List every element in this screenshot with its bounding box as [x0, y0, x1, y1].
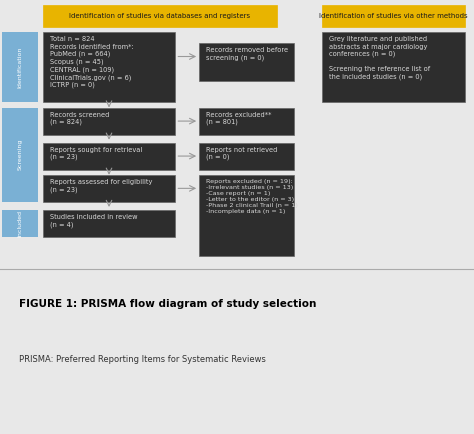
Text: Records excluded**
(n = 801): Records excluded** (n = 801) [206, 112, 272, 125]
Bar [199, 43, 294, 81]
Text: Identification: Identification [18, 46, 23, 88]
Bar [322, 5, 465, 27]
Bar [43, 143, 175, 170]
Text: Included: Included [18, 210, 23, 237]
Bar [2, 210, 38, 237]
Text: Total n = 824
Records identified from*:
PubMed (n = 664)
Scopus (n = 45)
CENTRAL: Total n = 824 Records identified from*: … [50, 36, 134, 89]
Bar [43, 175, 175, 202]
Bar [322, 32, 465, 102]
Text: PRISMA: Preferred Reporting Items for Systematic Reviews: PRISMA: Preferred Reporting Items for Sy… [19, 355, 266, 364]
Text: Reports assessed for eligibility
(n = 23): Reports assessed for eligibility (n = 23… [50, 179, 152, 193]
Bar [43, 5, 277, 27]
Bar [43, 108, 175, 135]
Bar [199, 143, 294, 170]
Text: Screening: Screening [18, 139, 23, 171]
Bar [199, 108, 294, 135]
Bar [2, 108, 38, 202]
Bar [2, 32, 38, 102]
Text: FIGURE 1: PRISMA flow diagram of study selection: FIGURE 1: PRISMA flow diagram of study s… [19, 299, 316, 309]
Text: Identification of studies via other methods: Identification of studies via other meth… [319, 13, 468, 19]
Text: Grey literature and published
abstracts at major cardiology
conferences (n = 0)
: Grey literature and published abstracts … [329, 36, 430, 79]
Text: Studies included in review
(n = 4): Studies included in review (n = 4) [50, 214, 137, 228]
Text: Records removed before
screening (n = 0): Records removed before screening (n = 0) [206, 47, 288, 61]
Text: Reports excluded (n = 19):
-Irrelevant studies (n = 13)
-Case report (n = 1)
-Le: Reports excluded (n = 19): -Irrelevant s… [206, 179, 298, 214]
Text: Reports sought for retrieval
(n = 23): Reports sought for retrieval (n = 23) [50, 147, 142, 161]
Text: Reports not retrieved
(n = 0): Reports not retrieved (n = 0) [206, 147, 278, 161]
Bar [199, 175, 294, 256]
Bar [43, 32, 175, 102]
Text: Records screened
(n = 824): Records screened (n = 824) [50, 112, 109, 125]
Text: Identification of studies via databases and registers: Identification of studies via databases … [69, 13, 251, 19]
Bar [43, 210, 175, 237]
